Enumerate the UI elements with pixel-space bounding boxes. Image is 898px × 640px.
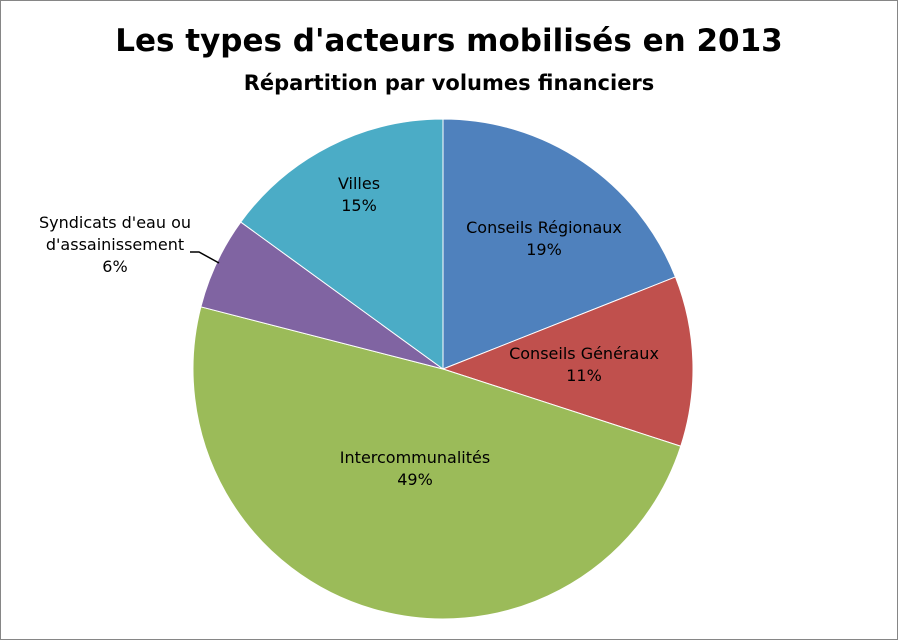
data-label-value: 15% — [341, 196, 377, 215]
data-label-1: Conseils Généraux 11% — [509, 343, 659, 387]
leader-line — [190, 251, 220, 264]
data-label-value: 49% — [397, 470, 433, 489]
chart-title: Les types d'acteurs mobilisés en 2013 — [115, 23, 783, 59]
data-label-name: Conseils Généraux — [509, 344, 659, 363]
data-label-name: Syndicats d'eau ou d'assainissement — [38, 213, 192, 254]
data-label-name: Conseils Régionaux — [466, 218, 622, 237]
data-label-3: Syndicats d'eau ou d'assainissement 6% — [28, 212, 203, 278]
data-label-name: Intercommunalités — [339, 448, 491, 467]
data-label-value: 6% — [102, 257, 128, 276]
chart-subtitle: Répartition par volumes financiers — [243, 71, 655, 95]
data-label-value: 19% — [526, 240, 562, 259]
data-label-value: 11% — [566, 366, 602, 385]
data-label-name: Villes — [337, 174, 381, 193]
pie-slice-0 — [442, 118, 677, 370]
pie-slice-2 — [192, 306, 682, 620]
data-label-2: Intercommunalités 49% — [340, 447, 490, 491]
data-label-4: Villes 15% — [338, 173, 380, 217]
pie-slice-4 — [240, 118, 444, 370]
data-label-0: Conseils Régionaux 19% — [466, 217, 622, 261]
pie-slice-1 — [441, 276, 694, 447]
